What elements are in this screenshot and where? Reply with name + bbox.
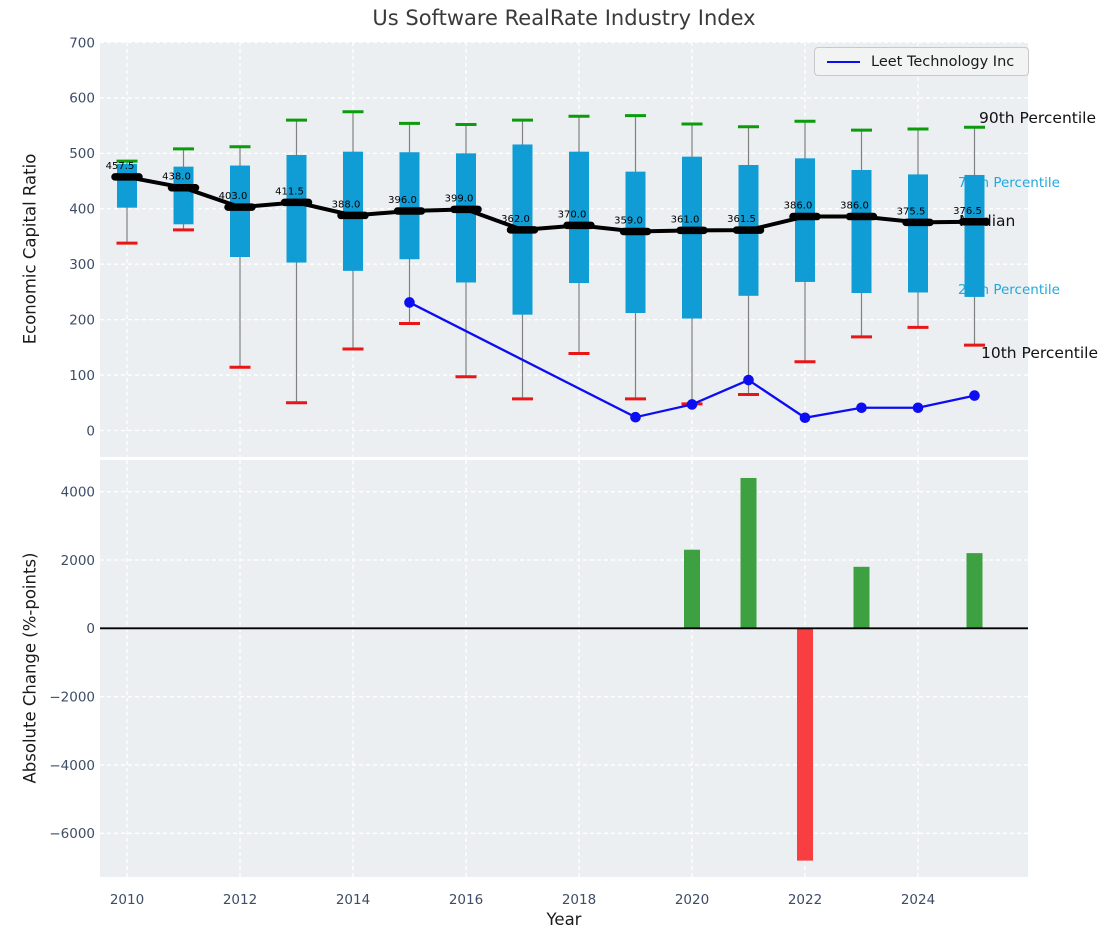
top-y-tick-100: 100 <box>69 368 95 384</box>
median-value-label-2010: 457.5 <box>106 161 135 172</box>
bottom-y-tick-4000: 4000 <box>61 484 95 500</box>
median-value-label-2011: 438.0 <box>162 172 191 183</box>
box-2013 <box>286 155 307 263</box>
top-y-tick-600: 600 <box>69 91 95 107</box>
company-point-2021 <box>743 374 754 386</box>
x-tick-2016: 2016 <box>449 892 483 908</box>
company-point-2020 <box>686 399 698 410</box>
bottom-y-tick--2000: −2000 <box>49 689 95 705</box>
legend: Leet Technology Inc <box>814 47 1030 76</box>
box-2020 <box>682 156 702 319</box>
top-panel-background <box>100 42 1028 457</box>
median-value-label-2024: 375.5 <box>897 206 926 217</box>
company-point-2019 <box>630 411 641 423</box>
median-value-label-2012: 403.0 <box>219 191 248 202</box>
x-tick-2010: 2010 <box>110 892 144 908</box>
box-2025 <box>964 174 985 297</box>
top-y-tick-200: 200 <box>69 312 95 328</box>
x-tick-2012: 2012 <box>223 892 257 908</box>
x-tick-2014: 2014 <box>336 892 370 908</box>
median-value-label-2021: 361.5 <box>727 214 756 225</box>
bottom-y-tick--4000: −4000 <box>49 758 95 774</box>
x-tick-2024: 2024 <box>901 892 935 908</box>
bottom-y-tick--6000: −6000 <box>49 826 95 842</box>
top-y-tick-0: 0 <box>86 423 95 439</box>
median-value-label-2023: 386.0 <box>840 201 869 212</box>
annotation-10th-percentile: 10th Percentile <box>981 344 1098 362</box>
median-line <box>126 174 975 234</box>
median-value-label-2022: 386.0 <box>784 201 813 212</box>
company-point-2025 <box>969 390 980 401</box>
box-2018 <box>569 151 589 284</box>
box-2012 <box>230 165 250 258</box>
x-tick-2022: 2022 <box>788 892 822 908</box>
bottom-panel-background <box>100 460 1028 877</box>
company-point-2015 <box>404 297 415 308</box>
company-point-2023 <box>856 402 867 414</box>
change-bar-2022 <box>797 628 813 861</box>
legend-label: Leet Technology Inc <box>871 53 1015 70</box>
box-2024 <box>908 174 928 293</box>
company-point-2022 <box>799 412 811 424</box>
median-value-label-2025: 376.5 <box>953 206 982 217</box>
box-2014 <box>343 151 363 271</box>
company-point-2024 <box>912 402 924 414</box>
box-2016 <box>456 153 476 283</box>
box-2019 <box>625 171 646 313</box>
bottom-y-tick-0: 0 <box>86 621 95 637</box>
median-value-label-2017: 362.0 <box>501 214 530 225</box>
annotation-90th-percentile: 90th Percentile <box>979 109 1096 127</box>
change-bar-2021 <box>740 477 757 629</box>
median-value-label-2016: 399.0 <box>445 193 474 204</box>
bottom-y-tick-2000: 2000 <box>61 553 95 569</box>
top-y-tick-400: 400 <box>69 202 95 218</box>
box-2015 <box>399 152 420 260</box>
median-value-label-2013: 411.5 <box>275 186 304 197</box>
top-y-tick-300: 300 <box>69 257 95 273</box>
box-2023 <box>851 169 872 294</box>
x-tick-2018: 2018 <box>562 892 596 908</box>
median-value-label-2019: 359.0 <box>614 216 643 227</box>
chart-title: Us Software RealRate Industry Index <box>372 6 756 30</box>
median-value-label-2018: 370.0 <box>558 209 587 220</box>
median-value-label-2015: 396.0 <box>388 195 417 206</box>
top-y-tick-500: 500 <box>69 146 95 162</box>
median-value-label-2014: 388.0 <box>332 199 361 210</box>
change-bar-2025 <box>966 553 983 629</box>
company-line <box>408 301 975 419</box>
change-bar-2023 <box>853 566 870 629</box>
median-value-label-2020: 361.0 <box>671 214 700 225</box>
box-2011 <box>173 166 194 225</box>
x-tick-2020: 2020 <box>675 892 709 908</box>
x-axis-label: Year <box>546 910 582 929</box>
top-y-tick-700: 700 <box>69 35 95 51</box>
legend-line-icon <box>827 60 860 63</box>
change-bar-2020 <box>684 549 700 629</box>
